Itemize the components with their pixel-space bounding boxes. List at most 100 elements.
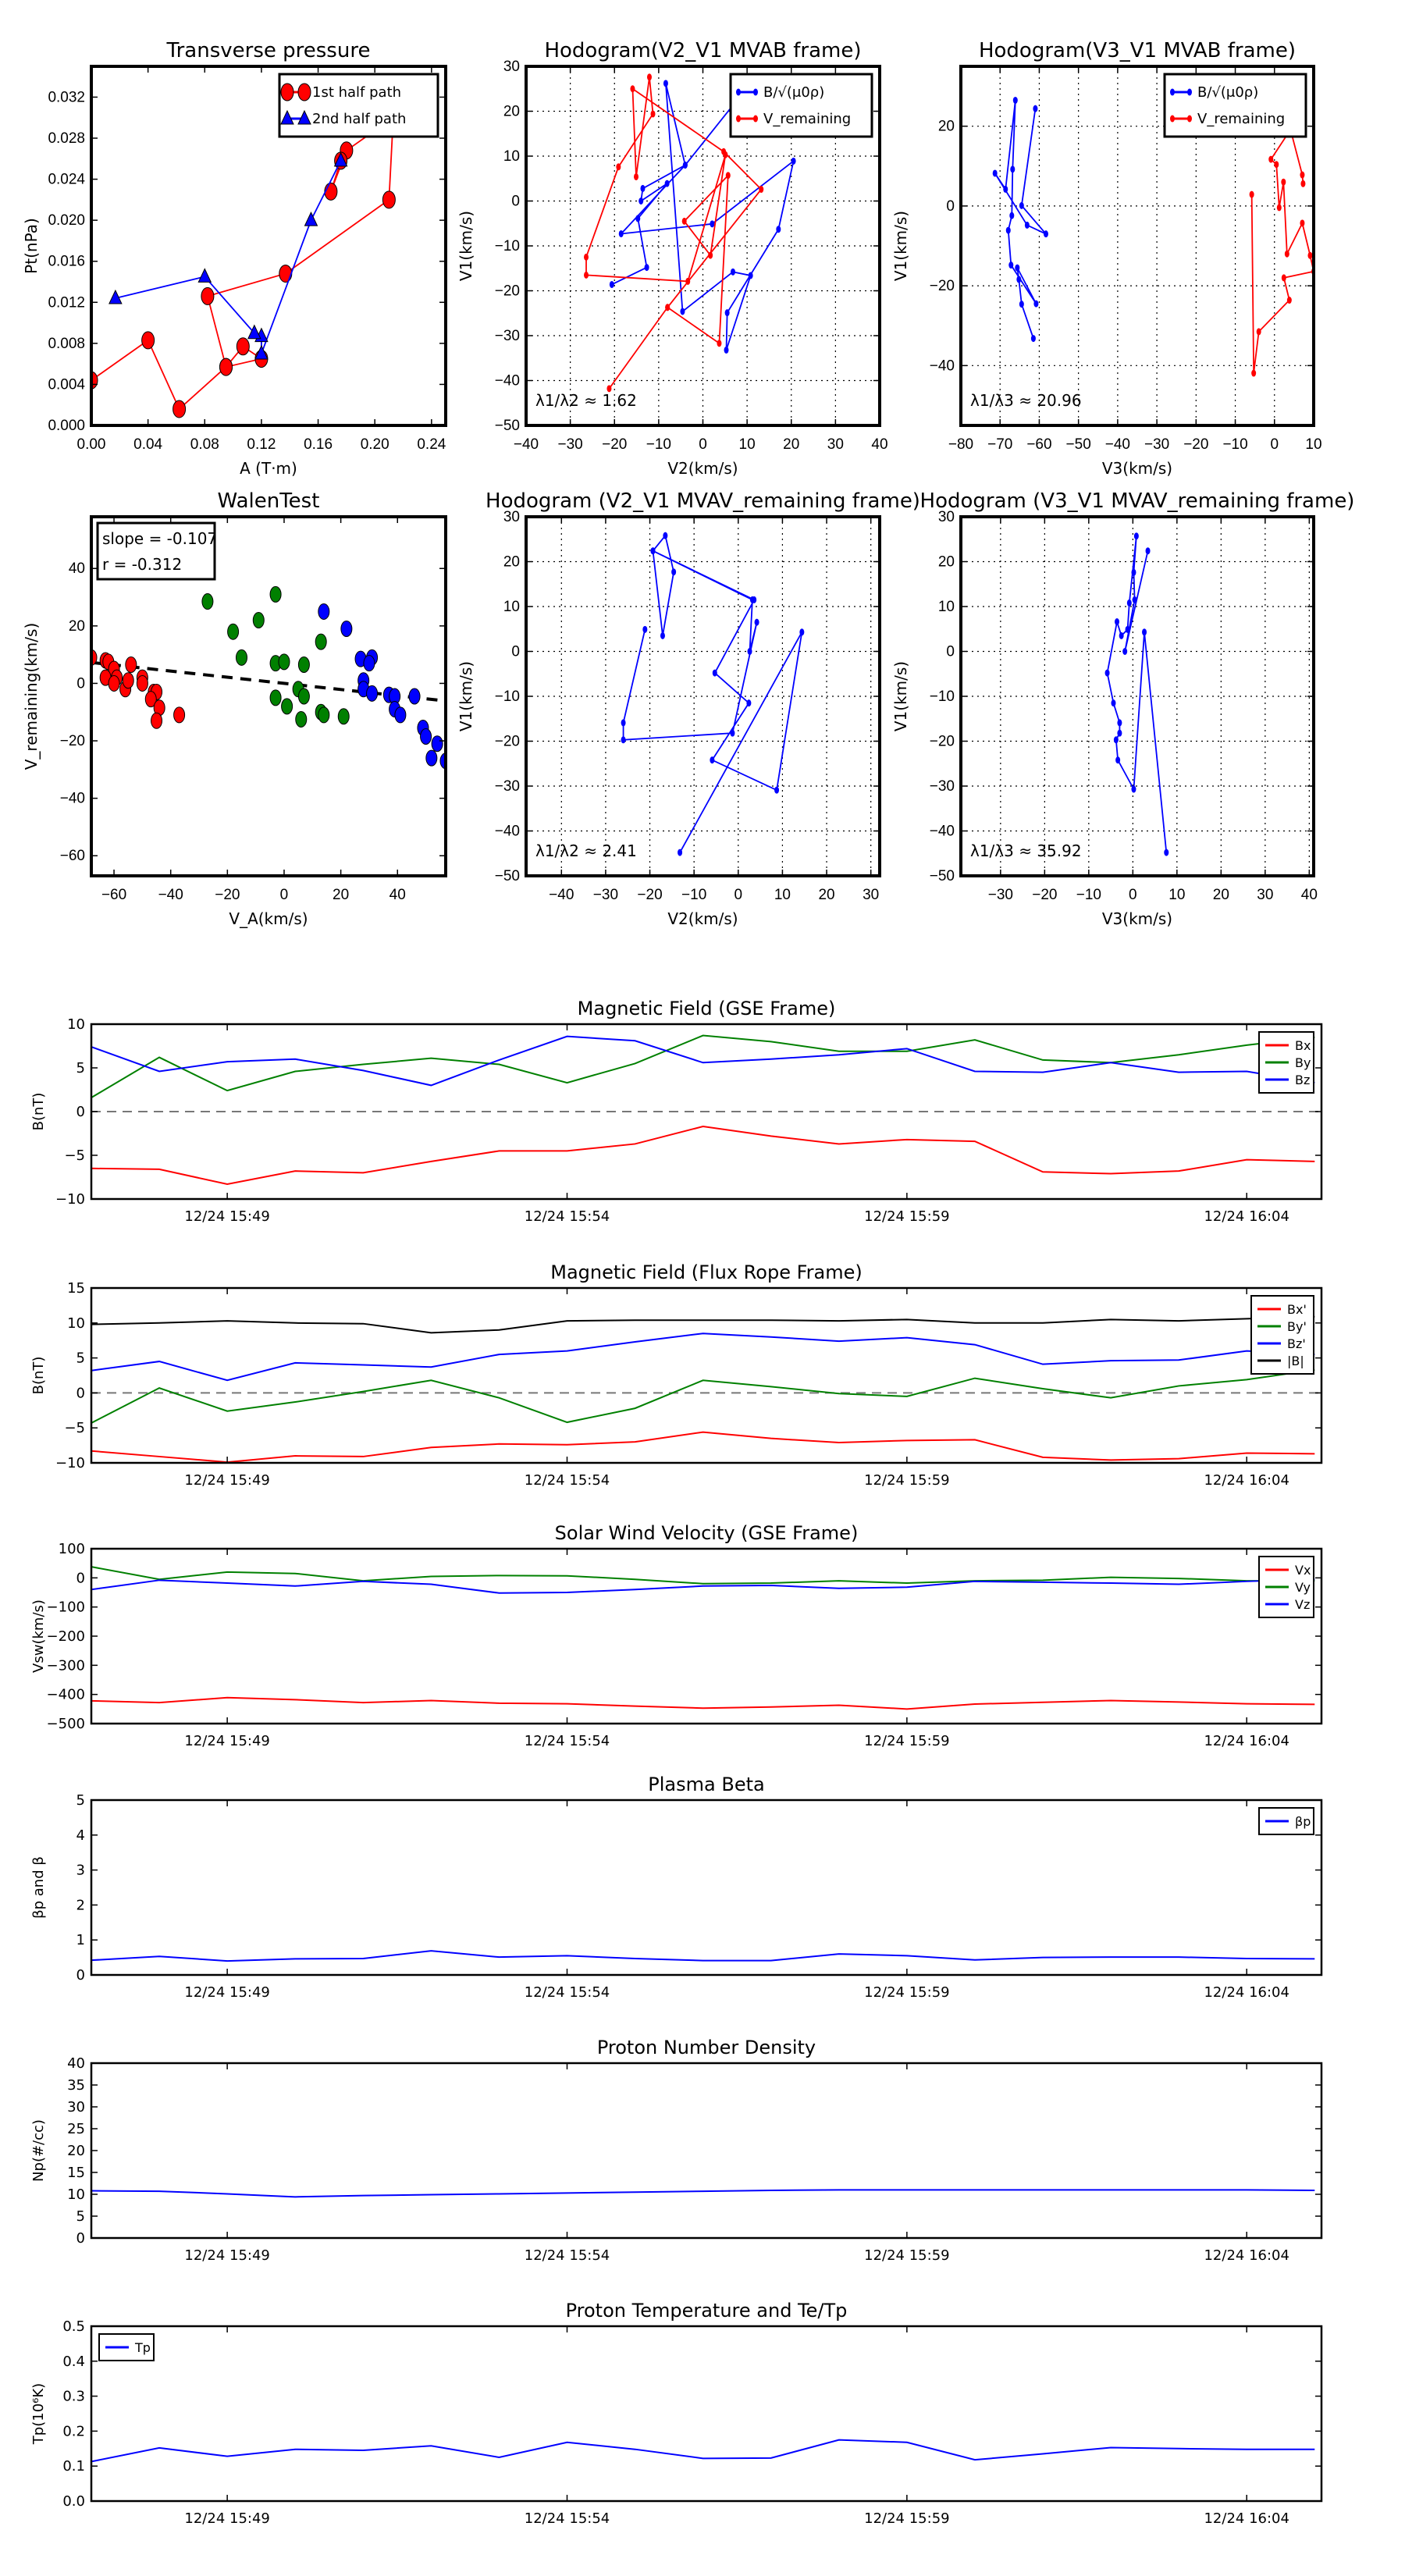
x-tick-label: −20 (602, 436, 627, 453)
legend: βp (1258, 1807, 1314, 1835)
data-point (616, 163, 621, 171)
legend-label: By' (1287, 1319, 1307, 1334)
data-point (1015, 264, 1020, 272)
plot-area (91, 1315, 1315, 1463)
series-line (91, 1566, 1315, 1585)
data-point (324, 182, 338, 201)
x-tick-label: 30 (827, 436, 844, 453)
series-line (91, 1034, 1315, 1098)
legend-entry: Bz (1265, 1073, 1310, 1087)
y-tick-label: 0 (76, 2230, 85, 2247)
y-tick-label: 0 (76, 1967, 85, 1984)
x-tick-label: −40 (1105, 436, 1130, 453)
series-1st-half-path (91, 109, 400, 418)
data-point (1012, 96, 1018, 104)
data-point (1024, 221, 1030, 229)
data-point (1170, 115, 1175, 123)
y-tick-label: 20 (503, 104, 520, 120)
series-line (994, 100, 1047, 339)
y-tick-label: 0 (511, 194, 520, 210)
legend-entry: Tp (105, 2340, 151, 2355)
data-point (664, 180, 670, 187)
chart-magnetic-field-gse: 12/24 15:49 12/24 15:54 12/24 15:59 12/24 1… (30, 998, 1323, 1225)
data-point (660, 632, 665, 639)
y-tick-label: 2 (76, 1897, 85, 1913)
data-point (227, 623, 240, 640)
x-axis-label: V2(km/s) (667, 909, 738, 928)
data-point (736, 88, 741, 96)
legend-entry: 2nd half path (280, 109, 406, 127)
y-tick-label: −10 (55, 1455, 85, 1471)
chart-plasma-beta: 12/24 15:49 12/24 15:54 12/24 15:59 12/24 1… (30, 1774, 1323, 2001)
y-tick-label: −20 (495, 283, 520, 300)
plot-area (1104, 532, 1169, 856)
x-axis-label: V3(km/s) (1102, 909, 1172, 928)
data-point (247, 324, 261, 340)
series-red (91, 649, 186, 729)
data-point (1142, 628, 1147, 636)
legend: Bx' By' Bz' |B| (1250, 1295, 1314, 1375)
data-point (759, 186, 764, 194)
y-axis-label: Vsw(km/s) (30, 1599, 47, 1673)
y-tick-label: 0.020 (48, 212, 85, 229)
legend-entry: By (1265, 1055, 1311, 1070)
series-b (621, 532, 805, 856)
x-tick-label: 12/24 15:59 (864, 1984, 949, 2001)
x-tick-label: 40 (389, 887, 406, 903)
chart-hodogram-v3-v1-mvab: −80 −70 −60 −50 −40 −30 −20 −10 0 10 −40 −20 0 20 Hodo… (891, 39, 1322, 478)
data-point (724, 309, 730, 317)
x-tick-label: 10 (1168, 887, 1185, 903)
data-point (1111, 699, 1116, 707)
y-tick-label: 20 (938, 554, 955, 571)
x-tick-label: 0.24 (417, 436, 446, 453)
series-line (91, 1950, 1315, 1962)
data-point (1117, 729, 1122, 737)
legend: B/√(μ0ρ) V_remaining (1163, 73, 1307, 138)
plot-area (992, 96, 1314, 377)
legend-entry: By' (1257, 1319, 1307, 1334)
y-axis-label: Tp(10⁶K) (30, 2383, 47, 2445)
data-point (1033, 300, 1039, 308)
legend-entry: V_remaining (1170, 111, 1285, 127)
x-tick-label: 12/24 15:49 (184, 2510, 269, 2527)
data-point (363, 655, 375, 672)
y-tick-label: 20 (503, 554, 520, 571)
y-tick-label: 0 (946, 644, 955, 660)
chart-title: Hodogram (V2_V1 MVAV_remaining frame) (486, 489, 920, 513)
y-tick-label: 1 (76, 1932, 85, 1948)
chart-hodogram-v2-v1-mvav: −40 −30 −20 −10 0 10 20 30 −50 −40 −30 −20 −10 0 10 20 3… (457, 489, 920, 928)
series-bx (91, 1126, 1315, 1185)
series-line (91, 1431, 1315, 1463)
legend-entry: |B| (1257, 1354, 1304, 1368)
legend-label: 2nd half path (312, 111, 406, 127)
chart-title: WalenTest (218, 489, 320, 513)
y-tick-label: 5 (76, 1060, 85, 1076)
series-line (1250, 116, 1314, 374)
legend-entry: V_remaining (736, 111, 851, 127)
data-point (640, 184, 646, 192)
x-tick-label: 0 (735, 887, 743, 903)
y-tick-label: 20 (69, 618, 85, 635)
data-point (254, 344, 269, 360)
y-tick-label: 0.2 (62, 2423, 85, 2439)
y-tick-label: −30 (495, 778, 520, 795)
data-point (618, 229, 624, 237)
series-by- (91, 1368, 1315, 1424)
y-axis-label: V1(km/s) (891, 211, 910, 281)
y-tick-label: 30 (67, 2099, 85, 2115)
axes-frame (90, 515, 447, 877)
data-point (1276, 204, 1282, 212)
series-vz (91, 1578, 1315, 1594)
x-tick-label: −10 (1076, 887, 1101, 903)
y-tick-label: −30 (495, 328, 520, 344)
y-tick-label: −20 (930, 278, 955, 294)
x-tick-label: 40 (871, 436, 887, 453)
legend: 1st half path 2nd half path (278, 73, 439, 138)
data-point (1043, 230, 1048, 238)
legend-label: V_remaining (1197, 111, 1285, 127)
y-tick-label: 100 (59, 1541, 85, 1557)
series-by (91, 1034, 1315, 1098)
slope-label: slope = -0.107 (102, 529, 217, 548)
data-point (708, 251, 713, 259)
data-point (736, 115, 741, 123)
